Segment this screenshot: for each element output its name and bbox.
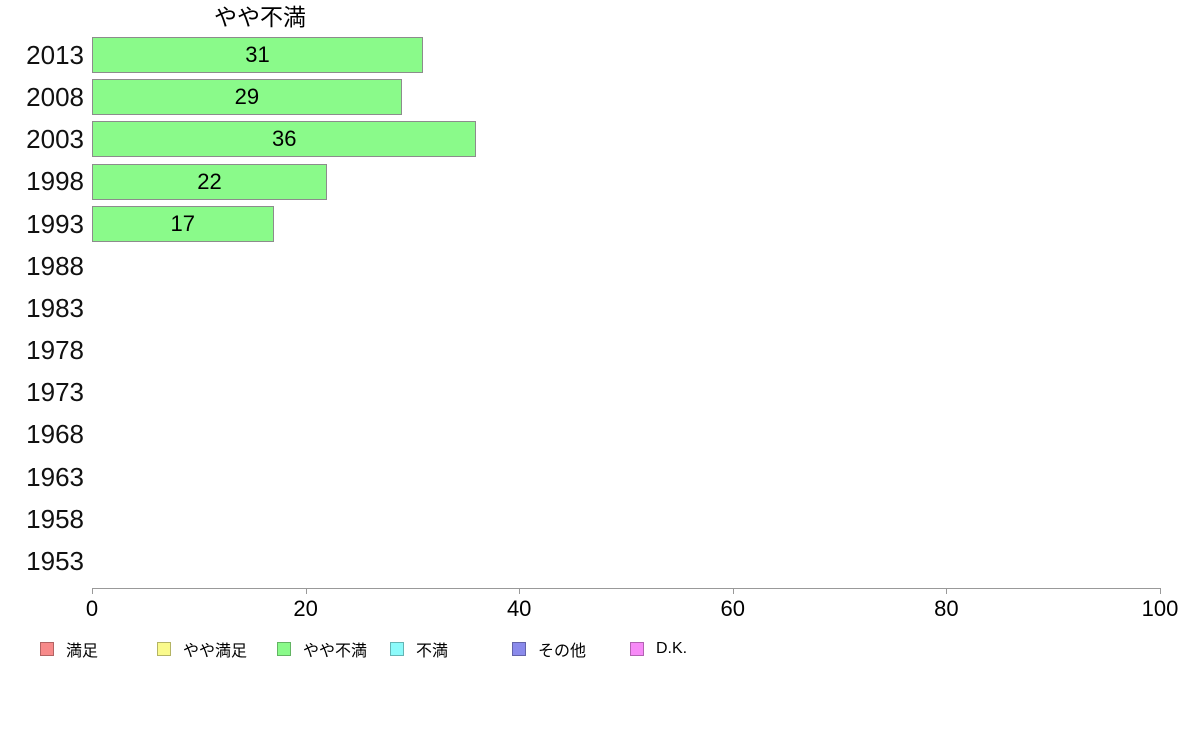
legend-label: 満足 [66,643,99,660]
legend-item-やや満足[interactable]: やや満足 [157,640,248,660]
legend-swatch [512,642,526,656]
x-axis-tick-label: 20 [293,596,318,621]
legend-item-やや不満[interactable]: やや不満 [277,640,368,660]
x-axis-tick-label: 40 [506,596,532,621]
legend-label: やや不満 [303,643,368,660]
y-axis-category-label: 1993 [26,208,84,239]
x-axis-tick-label: 60 [720,596,746,621]
bar-value-label: 31 [245,42,270,68]
chart-title: やや不満 [214,4,306,30]
legend-swatch [630,642,644,656]
legend-swatch [40,642,54,656]
bar-1993[interactable]: 17 [92,205,274,242]
y-axis-category-label: 1953 [26,545,84,576]
x-axis-tick [1160,588,1161,594]
y-axis-category-label: 1968 [26,419,84,450]
legend-label: その他 [538,643,587,660]
x-axis-tick [92,588,93,594]
legend-label: やや満足 [183,643,248,660]
bar-2008[interactable]: 29 [92,79,402,116]
y-axis-category-label: 1958 [26,503,84,534]
x-axis-tick [305,588,307,594]
x-axis-tick [946,588,948,594]
x-axis-tick-label: 80 [934,596,959,621]
legend-item-不満[interactable]: 不満 [390,640,449,660]
x-axis-tick [732,588,734,594]
legend-label: 不満 [416,643,449,660]
y-axis-category-label: 1998 [26,166,84,197]
bar-2013[interactable]: 31 [92,37,424,74]
y-axis-category-label: 2013 [26,40,84,70]
legend-swatch [390,642,404,656]
y-axis-category-label: 1978 [26,335,84,366]
x-axis-line [92,588,1161,589]
y-axis-category-label: 1988 [26,250,84,281]
bar-value-label: 36 [271,126,297,152]
x-axis-tick-label: 0 [85,596,99,621]
y-axis-category-label: 1963 [26,461,84,492]
legend-label: D.K. [656,640,688,657]
legend-item-D.K.[interactable]: D.K. [630,640,687,658]
legend-item-その他[interactable]: その他 [512,640,587,660]
y-axis-category-label: 2003 [26,124,84,155]
x-axis-tick [519,588,521,594]
bar-value-label: 22 [197,168,222,194]
bar-value-label: 29 [234,84,260,110]
bar-1998[interactable]: 22 [92,163,327,200]
y-axis-category-label: 1973 [26,377,84,408]
legend-item-満足[interactable]: 満足 [40,640,99,660]
legend-swatch [157,642,171,656]
legend: 満足 やや満足 やや不満 不満 その他 D.K. [0,640,1188,660]
legend-swatch [277,642,291,656]
bar-value-label: 17 [170,210,196,236]
bar-2003[interactable]: 36 [92,121,477,158]
y-axis-category-label: 2008 [26,82,84,113]
x-axis-tick-label: 100 [1141,596,1179,621]
y-axis-category-label: 1983 [26,292,84,323]
